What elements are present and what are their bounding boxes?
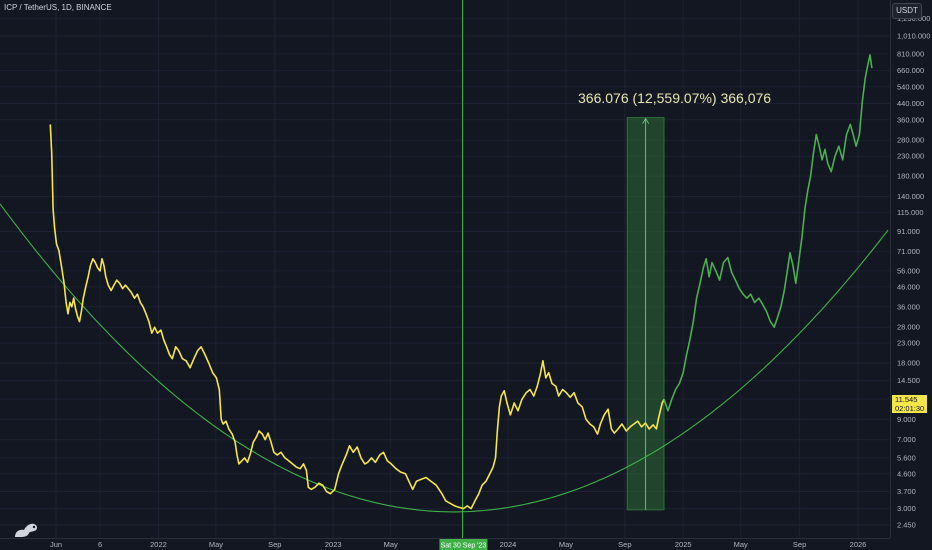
price-tick-label: 28.000	[897, 323, 920, 332]
price-tick-label: 5.600	[897, 453, 916, 462]
symbol-title: ICP / TetherUS, 1D, BINANCE	[4, 3, 112, 12]
price-tick-label: 140.000	[897, 192, 924, 201]
price-tick-label: 91.000	[897, 227, 920, 236]
time-tick-label: 6	[98, 540, 102, 549]
time-tick-label: Sep	[793, 540, 806, 549]
time-tick-label: May	[384, 540, 398, 549]
crosshair-date-tag	[439, 539, 488, 550]
time-tick-label: 2024	[500, 540, 517, 549]
price-tick-label: 71.000	[897, 247, 920, 256]
tradingview-logo-icon[interactable]	[12, 518, 42, 540]
time-tick-label: 2025	[675, 540, 692, 549]
price-tick-label: 660.000	[897, 66, 924, 75]
price-tick-label: 115.000	[897, 208, 924, 217]
time-tick-label: 2026	[850, 540, 867, 549]
time-tick-label: 2023	[325, 540, 342, 549]
time-tick-label: May	[209, 540, 223, 549]
measure-label: 366.076 (12,559.07%) 366,076	[578, 90, 772, 106]
price-tick-label: 3.000	[897, 504, 916, 513]
price-tick-label: 540.000	[897, 82, 924, 91]
time-tick-label: May	[734, 540, 748, 549]
price-tick-label: 46.000	[897, 282, 920, 291]
price-tick-label: 18.000	[897, 359, 920, 368]
price-axis[interactable]: 1,250.0001,010.000810.000660.000540.0004…	[897, 14, 930, 529]
price-tick-label: 4.600	[897, 469, 916, 478]
time-tick-label: 2022	[150, 540, 167, 549]
price-tick-label: 810.000	[897, 49, 924, 58]
bar-countdown: 02:01:30	[895, 404, 925, 413]
price-tick-label: 440.000	[897, 99, 924, 108]
measure-tool[interactable]	[626, 117, 665, 511]
price-tick-label: 360.000	[897, 115, 924, 124]
price-tick-label: 280.000	[897, 136, 924, 145]
time-axis[interactable]: Jun 6 2022 May Sep 2023 May Sat 30 Sep '23 2024 M…	[50, 539, 866, 550]
measure-arrowhead	[642, 117, 649, 124]
price-series	[49, 54, 873, 510]
price-line-historical[interactable]	[49, 124, 665, 510]
time-tick-label: Sep	[268, 540, 281, 549]
price-tick-label: 230.000	[897, 152, 924, 161]
price-tick-label: 56.000	[897, 266, 920, 275]
current-price-tag: 11.545 02:01:30	[892, 395, 927, 413]
currency-button[interactable]: USDT	[892, 3, 922, 19]
grid-lines	[0, 0, 890, 538]
parabolic-curve[interactable]	[0, 203, 889, 513]
price-tick-label: 23.000	[897, 339, 920, 348]
time-tick-label: May	[559, 540, 573, 549]
price-tick-label: 36.000	[897, 302, 920, 311]
time-tick-label: Jun	[50, 540, 62, 549]
price-tick-label: 14.500	[897, 376, 920, 385]
price-line-projection[interactable]	[663, 54, 873, 412]
price-tick-label: 180.000	[897, 172, 924, 181]
time-tick-label: Sep	[618, 540, 631, 549]
price-tick-label: 2.450	[897, 521, 916, 530]
price-tick-label: 3.700	[897, 487, 916, 496]
crosshair-date-label: Sat 30 Sep '23	[441, 543, 487, 550]
price-tick-label: 7.000	[897, 435, 916, 444]
current-price: 11.545	[895, 395, 918, 404]
price-tick-label: 9.000	[897, 415, 916, 424]
price-tick-label: 1,010.000	[897, 32, 930, 41]
